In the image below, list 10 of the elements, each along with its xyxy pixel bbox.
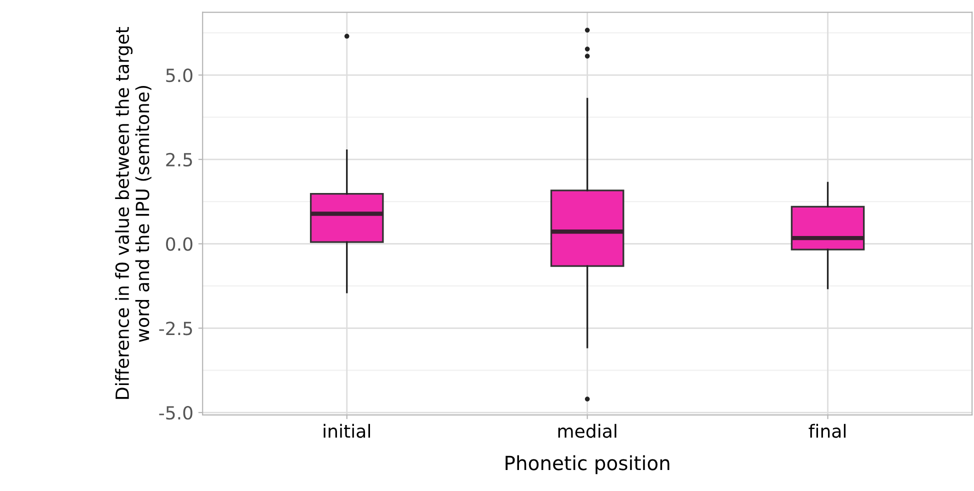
x-tick-label: initial <box>324 424 370 438</box>
y-tick-label: 2.5 <box>166 152 192 167</box>
y-tick-label: -5.0 <box>159 406 192 420</box>
y-tick-label: 5.0 <box>166 68 192 82</box>
x-tick-label: medial <box>558 424 616 438</box>
y-axis-title: Difference in f0 value between the target word and the IPU (semitone) <box>115 27 152 399</box>
x-tick-label: final <box>808 424 846 438</box>
y-tick-label: -2.5 <box>159 322 192 336</box>
x-axis-title: Phonetic position <box>506 455 670 474</box>
y-tick-label: 0.0 <box>166 237 192 251</box>
